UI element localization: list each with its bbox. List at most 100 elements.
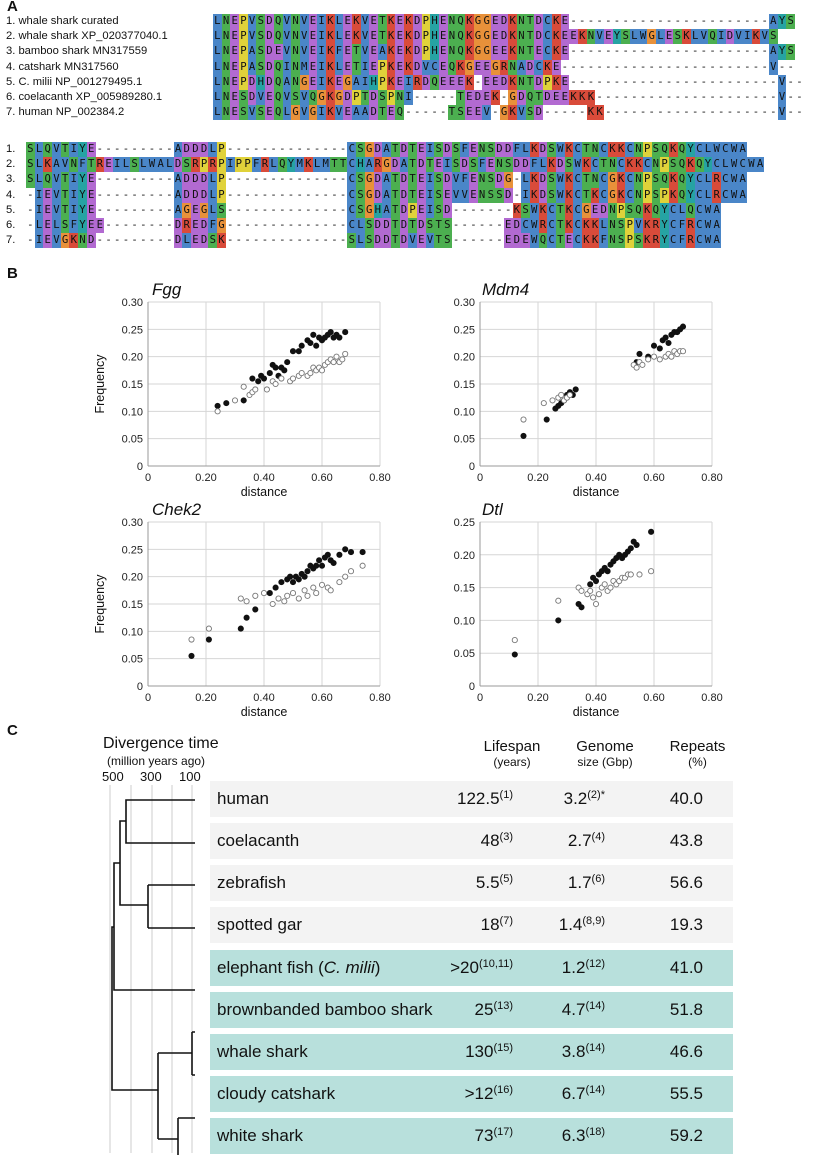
residue: S (256, 29, 266, 45)
residue: D (247, 89, 257, 106)
x-tick-label: 0.80 (701, 472, 722, 484)
residue: D (443, 172, 452, 188)
residue: E (273, 44, 283, 60)
residue: T (330, 157, 339, 173)
residue: K (582, 157, 591, 173)
y-tick-label: 0.15 (122, 599, 143, 611)
sequence-name: 5. C. milii NP_001279495.1 (6, 75, 143, 88)
data-point-filled (578, 604, 585, 611)
repeats-value: 59.2 (669, 1126, 703, 1145)
panel-label-a: A (7, 0, 18, 15)
residue: - (469, 217, 478, 234)
residue: - (121, 202, 131, 218)
data-point-filled (662, 334, 669, 341)
residue: Q (277, 157, 287, 173)
data-point-filled (342, 546, 349, 553)
residue: - (243, 172, 252, 188)
residue: - (156, 187, 165, 203)
residue: F (677, 217, 687, 234)
residue: E (230, 74, 240, 90)
scatter-plot-fgg: 0 0.20 0.40 0.60 0.80 0 0.05 0.10 0.15 0.20 0.25 0.… (93, 297, 391, 496)
residue: I (425, 142, 435, 158)
residue: I (425, 187, 435, 203)
residue: T (555, 217, 565, 234)
residue: S (451, 157, 461, 173)
time-tick-label: 100 (179, 769, 201, 784)
residue: A (517, 59, 526, 75)
residue: D (412, 29, 422, 45)
residue: - (147, 217, 157, 234)
residue: L (282, 105, 292, 121)
residue: - (769, 89, 778, 106)
data-point-filled (272, 364, 279, 371)
residue: L (656, 29, 665, 45)
residue: N (291, 44, 300, 60)
residue: - (690, 14, 700, 30)
residue: Q (660, 172, 669, 188)
residue: C (668, 233, 678, 249)
lifespan-value: 130(15) (465, 1042, 513, 1061)
residue: - (595, 74, 604, 90)
residue: P (616, 202, 626, 218)
y-tick-label: 0 (469, 681, 475, 693)
residue: R (95, 157, 105, 173)
residue: E (343, 14, 352, 30)
residue: A (173, 187, 183, 203)
residue: E (230, 89, 240, 106)
lifespan-value: 122.5(1) (457, 789, 513, 808)
residue: C (721, 187, 730, 203)
residue: C (738, 157, 748, 173)
residue: - (95, 233, 105, 249)
residue: W (729, 157, 739, 173)
residue: E (369, 59, 379, 75)
residue: D (247, 74, 257, 90)
residue: S (443, 233, 452, 249)
residue: T (534, 89, 544, 106)
residue: E (308, 44, 318, 60)
residue: C (573, 233, 582, 249)
y-axis-label: Frequency (93, 354, 107, 414)
data-point-filled (520, 432, 527, 439)
sequence-number-list: 1. 2. 3. 4. 5. 6. 7. (6, 142, 15, 248)
residue: - (147, 142, 157, 158)
residue: - (612, 105, 622, 121)
residue: - (251, 187, 261, 203)
residue: G (482, 29, 491, 45)
residue: C (347, 142, 357, 158)
residue: Q (525, 89, 535, 106)
residue: V (777, 105, 787, 121)
residue: K (508, 44, 518, 60)
residue: - (621, 89, 630, 106)
residue: T (338, 157, 348, 173)
y-tick-label: 0.20 (122, 352, 143, 364)
residue: - (130, 172, 139, 188)
residue: - (603, 44, 613, 60)
residue: - (656, 89, 665, 106)
residue: E (265, 89, 274, 106)
residue: T (447, 105, 457, 121)
residue: C (694, 172, 704, 188)
residue: S (668, 157, 678, 173)
x-tick-label: 0.40 (253, 692, 274, 704)
data-point-open (272, 380, 279, 388)
data-point-open (269, 600, 276, 608)
residue: G (317, 89, 326, 106)
residue: - (734, 44, 743, 60)
residue: F (460, 172, 470, 188)
residue: - (165, 233, 174, 249)
residue: - (95, 142, 105, 158)
residue: K (304, 157, 313, 173)
residue: S (364, 217, 374, 234)
residue: N (447, 14, 457, 30)
residue: - (673, 89, 683, 106)
residue: H (256, 74, 266, 90)
data-point-filled (240, 397, 247, 404)
residue: N (221, 44, 231, 60)
residue: V (60, 157, 70, 173)
residue: T (378, 29, 387, 45)
residue: A (738, 187, 748, 203)
